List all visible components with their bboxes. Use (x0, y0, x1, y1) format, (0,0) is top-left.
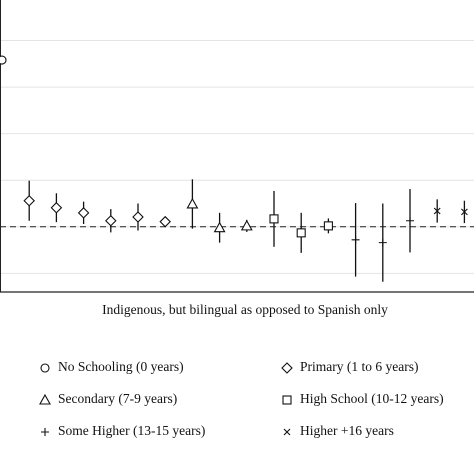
marker (0, 55, 7, 65)
marker (50, 201, 63, 214)
legend-marker (41, 428, 49, 436)
marker (213, 221, 226, 233)
marker (406, 216, 414, 225)
legend-label: High School (10-12 years) (300, 391, 444, 406)
legend-marker (39, 393, 51, 405)
marker (23, 194, 35, 207)
legend-label: Primary (1 to 6 years) (300, 359, 418, 374)
x-axis-label: Indigenous, but bilingual as opposed to … (102, 302, 388, 317)
legend-marker (282, 395, 292, 405)
marker (378, 238, 387, 247)
legend-marker (283, 428, 291, 436)
marker (132, 211, 144, 223)
legend-label: Secondary (7-9 years) (58, 391, 177, 406)
marker (296, 228, 306, 238)
legend-label: Some Higher (13-15 years) (58, 423, 205, 438)
legend-label: Higher +16 years (300, 423, 394, 438)
marker (240, 219, 253, 231)
marker (186, 197, 199, 209)
legend-marker (281, 362, 293, 374)
marker (105, 214, 117, 227)
marker (269, 214, 279, 224)
marker (433, 207, 441, 215)
marker (323, 221, 333, 231)
legend-label: No Schooling (0 years) (58, 359, 184, 374)
marker (159, 215, 171, 228)
marker (351, 235, 360, 244)
marker (77, 207, 90, 219)
legend-marker (40, 363, 50, 373)
marker (461, 208, 468, 216)
